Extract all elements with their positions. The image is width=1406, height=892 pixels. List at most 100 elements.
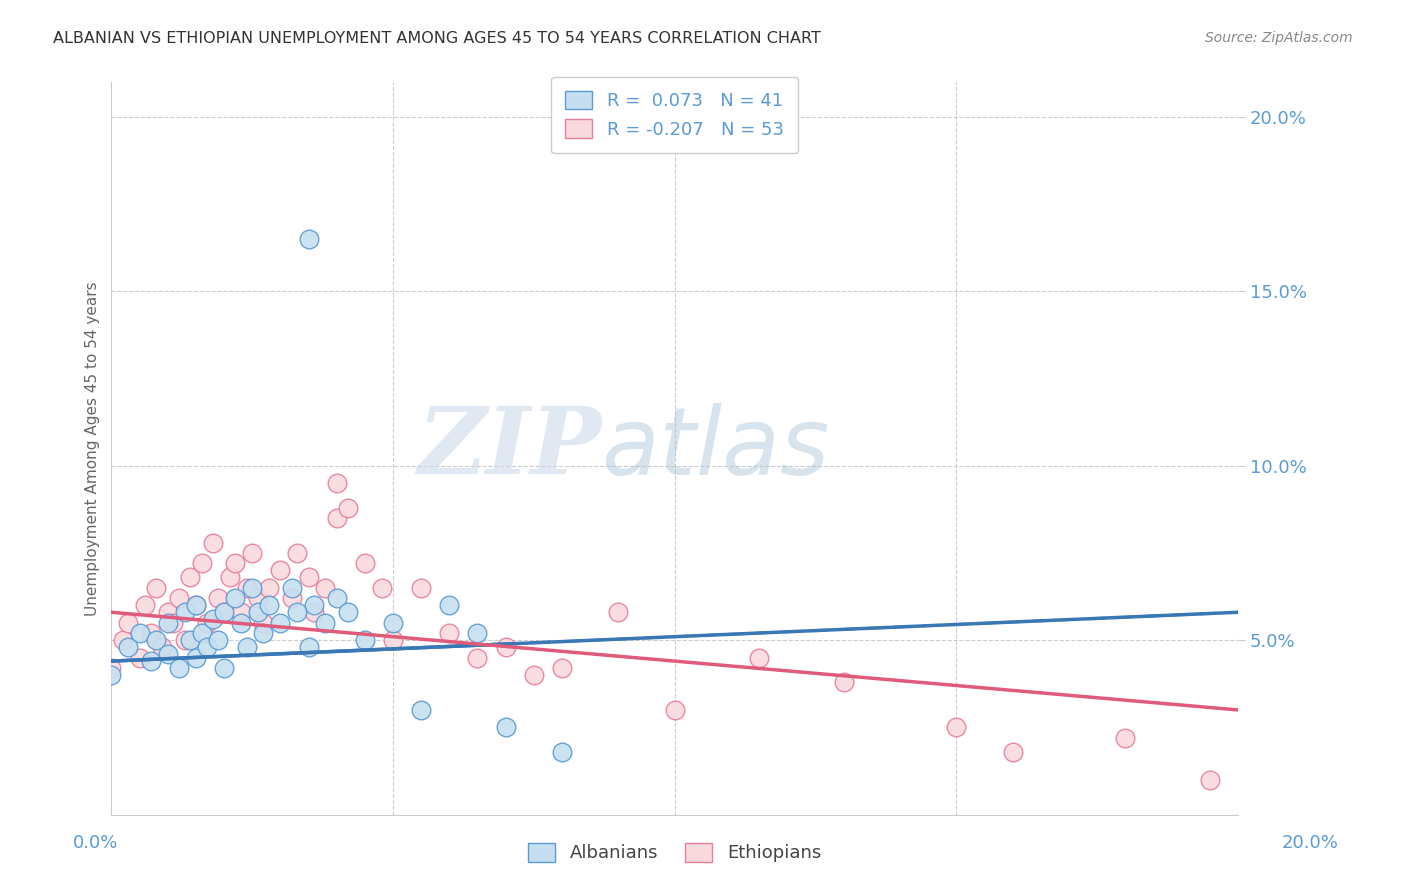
Point: [269, 615, 291, 630]
Point: [212, 605, 235, 619]
Point: [302, 599, 325, 613]
Point: [382, 633, 405, 648]
Point: [173, 633, 195, 648]
Text: 0.0%: 0.0%: [73, 834, 118, 852]
Point: [139, 626, 162, 640]
Point: [297, 640, 319, 655]
Point: [190, 557, 212, 571]
Point: [235, 640, 257, 655]
Point: [134, 599, 156, 613]
Point: [195, 615, 218, 630]
Point: [179, 633, 201, 648]
Point: [353, 633, 375, 648]
Point: [246, 591, 269, 606]
Point: [156, 615, 179, 630]
Text: 20.0%: 20.0%: [1282, 834, 1339, 852]
Point: [257, 581, 280, 595]
Point: [280, 581, 302, 595]
Point: [201, 535, 224, 549]
Point: [252, 626, 274, 640]
Point: [551, 661, 574, 675]
Point: [235, 581, 257, 595]
Point: [832, 675, 855, 690]
Point: [207, 591, 229, 606]
Point: [240, 546, 263, 560]
Point: [179, 570, 201, 584]
Point: [111, 633, 134, 648]
Point: [257, 599, 280, 613]
Point: [371, 581, 394, 595]
Point: [411, 581, 433, 595]
Point: [382, 615, 405, 630]
Point: [240, 581, 263, 595]
Point: [218, 570, 240, 584]
Point: [207, 633, 229, 648]
Point: [495, 720, 517, 734]
Point: [336, 500, 359, 515]
Point: [1198, 772, 1220, 787]
Text: ZIP: ZIP: [418, 403, 602, 493]
Point: [100, 661, 122, 675]
Text: Source: ZipAtlas.com: Source: ZipAtlas.com: [1205, 31, 1353, 45]
Point: [139, 654, 162, 668]
Legend: R =  0.073   N = 41, R = -0.207   N = 53: R = 0.073 N = 41, R = -0.207 N = 53: [551, 77, 799, 153]
Point: [495, 640, 517, 655]
Point: [302, 605, 325, 619]
Point: [314, 581, 336, 595]
Point: [439, 626, 461, 640]
Point: [100, 668, 122, 682]
Point: [212, 605, 235, 619]
Point: [467, 626, 489, 640]
Point: [190, 626, 212, 640]
Point: [664, 703, 686, 717]
Point: [167, 661, 190, 675]
Point: [353, 557, 375, 571]
Point: [269, 563, 291, 577]
Point: [1001, 745, 1024, 759]
Point: [297, 570, 319, 584]
Point: [285, 546, 308, 560]
Point: [145, 581, 167, 595]
Point: [184, 650, 207, 665]
Point: [150, 640, 173, 655]
Point: [212, 661, 235, 675]
Point: [145, 633, 167, 648]
Point: [246, 605, 269, 619]
Point: [229, 615, 252, 630]
Point: [325, 476, 347, 491]
Point: [411, 703, 433, 717]
Point: [156, 605, 179, 619]
Point: [467, 650, 489, 665]
Point: [184, 599, 207, 613]
Point: [314, 615, 336, 630]
Point: [224, 557, 246, 571]
Point: [748, 650, 770, 665]
Point: [167, 591, 190, 606]
Point: [439, 599, 461, 613]
Point: [252, 615, 274, 630]
Point: [285, 605, 308, 619]
Point: [201, 612, 224, 626]
Point: [195, 640, 218, 655]
Point: [173, 605, 195, 619]
Point: [297, 232, 319, 246]
Text: ALBANIAN VS ETHIOPIAN UNEMPLOYMENT AMONG AGES 45 TO 54 YEARS CORRELATION CHART: ALBANIAN VS ETHIOPIAN UNEMPLOYMENT AMONG…: [53, 31, 821, 46]
Point: [280, 591, 302, 606]
Text: atlas: atlas: [602, 403, 830, 494]
Point: [551, 745, 574, 759]
Point: [184, 599, 207, 613]
Point: [128, 626, 150, 640]
Point: [523, 668, 546, 682]
Point: [325, 591, 347, 606]
Point: [945, 720, 967, 734]
Point: [336, 605, 359, 619]
Point: [229, 605, 252, 619]
Point: [117, 640, 139, 655]
Point: [607, 605, 630, 619]
Point: [1114, 731, 1136, 745]
Point: [128, 650, 150, 665]
Point: [156, 647, 179, 661]
Point: [325, 511, 347, 525]
Point: [224, 591, 246, 606]
Point: [117, 615, 139, 630]
